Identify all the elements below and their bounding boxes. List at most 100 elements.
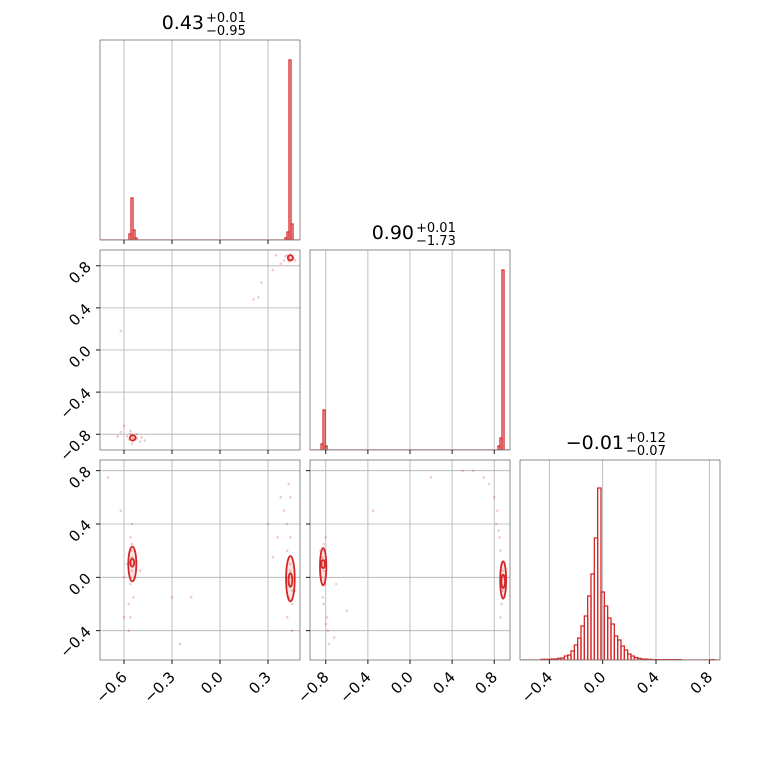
histogram-1 xyxy=(310,269,510,450)
contour-2-1-2 xyxy=(500,573,506,589)
panel-frame-0-0 xyxy=(99,39,301,241)
scatter-point-2-0-39 xyxy=(290,629,294,632)
grid-layer xyxy=(100,40,710,660)
xtick-label-0-3: 0.3 xyxy=(245,668,275,698)
title-plus-2: +0.12 xyxy=(626,431,666,446)
scatter-point-1-0-30 xyxy=(282,259,286,262)
ytick-label-1-2: 0.0 xyxy=(65,342,95,372)
contour-2-0-1 xyxy=(127,545,138,583)
title-minus-2: −0.07 xyxy=(626,444,666,459)
scatter-point-2-1-29 xyxy=(471,469,475,472)
scatter-point-2-0-6 xyxy=(129,536,132,539)
ytick-label-2-0: −0.4 xyxy=(56,623,94,661)
scatter-point-2-0-24 xyxy=(289,569,292,572)
scatter-point-2-0-12 xyxy=(129,616,132,619)
scatter-point-2-0-42 xyxy=(276,536,279,539)
scatter-point-1-0-22 xyxy=(293,259,297,262)
scatter-point-2-0-28 xyxy=(285,549,289,552)
scatter-point-2-0-19 xyxy=(122,616,126,619)
scatter-point-2-1-6 xyxy=(324,536,328,539)
scatter-point-2-1-30 xyxy=(461,469,464,472)
scatter-point-2-1-22 xyxy=(499,549,502,552)
title-layer: 0.43 +0.01−0.950.90 +0.01−1.73−0.01 +0.12−0… xyxy=(162,11,666,459)
scatter-point-2-0-38 xyxy=(266,522,270,526)
scatter-point-2-1-15 xyxy=(332,636,336,639)
scatter-point-2-1-23 xyxy=(500,602,503,606)
xtick-label-0-0: −0.6 xyxy=(92,668,130,706)
scatter-point-2-0-35 xyxy=(289,496,292,499)
panel-title-0: 0.43 +0.01−0.95 xyxy=(162,11,246,39)
scatter-point-2-1-14 xyxy=(335,582,338,586)
scatter-point-1-0-8 xyxy=(129,429,132,433)
scatter-point-2-1-10 xyxy=(325,616,329,619)
xtick-label-1-1: −0.4 xyxy=(336,668,374,706)
scatter-point-1-0-32 xyxy=(119,329,123,333)
scatter-panel-2-0 xyxy=(106,476,297,646)
panel-title-2: −0.01 +0.12−0.07 xyxy=(566,431,666,459)
scatter-point-1-0-11 xyxy=(140,436,143,439)
histogram-bar-0-2 xyxy=(132,229,136,240)
scatter-point-1-0-12 xyxy=(119,430,123,434)
scatter-point-2-1-18 xyxy=(371,509,375,512)
scatter-point-2-0-15 xyxy=(138,569,142,572)
scatter-point-2-0-9 xyxy=(130,549,134,552)
title-minus-1: −1.73 xyxy=(416,234,456,249)
scatter-point-1-0-26 xyxy=(271,268,275,272)
scatter-point-2-0-20 xyxy=(170,596,174,599)
scatter-point-1-0-27 xyxy=(260,281,263,284)
contour-2-0-0 xyxy=(129,557,136,568)
scatter-point-1-0-9 xyxy=(122,424,126,428)
title-plus-1: +0.01 xyxy=(416,221,456,236)
histogram-bar-0-3 xyxy=(134,237,138,240)
scatter-point-2-1-2 xyxy=(322,569,325,572)
ytick-label-1-3: 0.4 xyxy=(65,300,95,330)
panel-frame-2-0 xyxy=(99,459,301,661)
scatter-point-1-0-7 xyxy=(138,440,142,443)
xtick-label-1-3: 0.4 xyxy=(429,668,459,698)
ytick-label-2-2: 0.4 xyxy=(65,516,95,546)
scatter-point-2-1-4 xyxy=(322,542,325,546)
xtick-label-0-1: −0.3 xyxy=(140,668,178,706)
data-layer xyxy=(100,59,720,660)
panel-frame-2-2 xyxy=(519,459,721,661)
scatter-point-2-0-21 xyxy=(189,596,193,599)
scatter-point-2-1-11 xyxy=(326,629,330,632)
scatter-point-2-1-35 xyxy=(501,569,504,572)
scatter-point-2-1-1 xyxy=(321,556,324,559)
contour-2-1-1 xyxy=(319,547,328,587)
title-minus-0: −0.95 xyxy=(206,24,246,39)
scatter-point-2-0-14 xyxy=(122,576,126,579)
contour-2-1-3 xyxy=(499,560,508,600)
scatter-point-1-0-20 xyxy=(284,255,287,258)
scatter-point-2-1-26 xyxy=(492,496,496,499)
scatter-point-2-1-34 xyxy=(497,529,500,532)
histogram-bar-0-7 xyxy=(290,223,294,240)
histogram-bar-1-2 xyxy=(324,445,328,450)
scatter-point-2-0-5 xyxy=(132,596,135,599)
histogram-bar-1-5 xyxy=(501,269,505,450)
xtick-label-2-0: −0.4 xyxy=(518,668,556,706)
histogram-2 xyxy=(520,487,720,660)
histogram-bar-1-1 xyxy=(322,409,326,450)
xtick-label-2-2: 0.4 xyxy=(633,668,663,698)
scatter-point-2-0-30 xyxy=(290,602,294,606)
scatter-point-2-0-33 xyxy=(282,509,286,512)
xtick-label-2-1: 0.0 xyxy=(580,668,610,698)
ytick-label-1-1: −0.4 xyxy=(56,384,94,422)
scatter-point-1-0-14 xyxy=(116,435,119,438)
histogram-0 xyxy=(100,59,300,240)
scatter-point-1-0-6 xyxy=(125,435,129,438)
scatter-point-2-1-16 xyxy=(345,609,349,612)
scatter-point-2-1-31 xyxy=(495,522,498,526)
scatter-point-2-0-40 xyxy=(271,556,275,559)
scatter-point-1-0-13 xyxy=(143,439,147,442)
ytick-label-2-1: 0.0 xyxy=(65,569,95,599)
scatter-point-2-0-36 xyxy=(279,496,283,499)
contour-2-1-0 xyxy=(320,559,326,569)
xtick-label-1-0: −0.8 xyxy=(294,668,332,706)
scatter-point-2-0-26 xyxy=(290,589,294,592)
scatter-point-2-0-3 xyxy=(129,582,132,586)
scatter-point-2-1-21 xyxy=(501,589,504,592)
xtick-label-0-2: 0.0 xyxy=(197,668,227,698)
